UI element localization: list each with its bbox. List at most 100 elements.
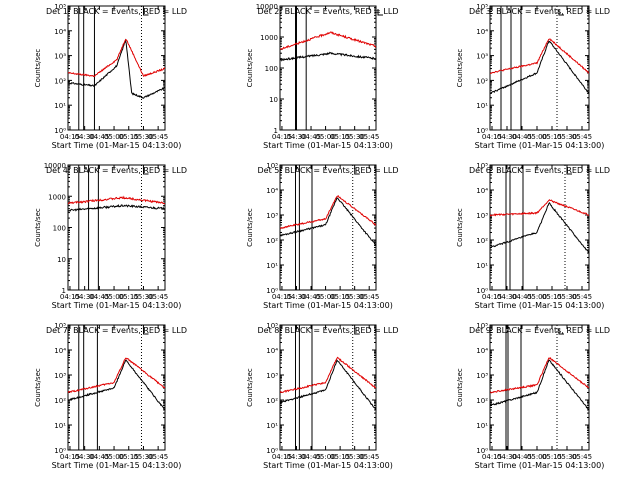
- y-tick-label: 10¹: [266, 262, 278, 270]
- y-tick-label: 10⁰: [476, 447, 488, 455]
- y-tick-label: 10²: [54, 77, 66, 85]
- series-line-lld: [490, 38, 589, 74]
- panel-title: Det 7: BLACK = Events, RED = LLD: [46, 326, 187, 335]
- y-tick-label: 10³: [266, 212, 278, 220]
- x-tick-label: 04:45: [301, 453, 321, 461]
- x-tick-label: 04:45: [512, 453, 532, 461]
- y-tick-label: 10³: [54, 53, 66, 61]
- y-tick-label: 100: [265, 65, 278, 73]
- panel-det-6: Det 6: BLACK = Events, RED = LLD 10⁰ 10¹ 10…: [456, 162, 610, 310]
- y-axis-label: Counts/sec: [246, 368, 254, 407]
- y-axis-label: Counts/sec: [246, 208, 254, 247]
- panel-title: Det 4: BLACK = Events, RED = LLD: [46, 166, 187, 175]
- y-tick-label: 10⁰: [266, 447, 278, 455]
- x-tick-label: 04:15: [482, 133, 502, 141]
- plot-frame: [67, 5, 166, 131]
- x-tick-label: 05:45: [359, 453, 379, 461]
- y-tick-label: 10⁵: [476, 3, 488, 11]
- series-group: [490, 38, 589, 95]
- x-tick-label: 05:45: [148, 133, 168, 141]
- y-tick-label: 10⁴: [54, 28, 66, 36]
- y-axis-label: Counts/sec: [246, 49, 254, 88]
- panel-det-8: Det 8: BLACK = Events, RED = LLD 10⁰ 10¹ 10…: [246, 322, 398, 470]
- x-tick-label: 04:15: [60, 293, 80, 301]
- x-tick-label: 05:30: [345, 453, 365, 461]
- x-tick-label: 05:15: [542, 453, 562, 461]
- x-tick-label: 04:15: [482, 293, 502, 301]
- y-axis-label: Counts/sec: [456, 208, 464, 247]
- plot-frame: [279, 324, 377, 451]
- y-axis-label: Counts/sec: [34, 368, 42, 407]
- x-tick-label: 04:45: [512, 133, 532, 141]
- panel-det-9: Det 9: BLACK = Events, RED = LLD 10⁰ 10¹ 10…: [456, 322, 610, 470]
- marker-bracket: [354, 328, 360, 335]
- marker-bracket: [558, 9, 564, 16]
- x-axis-label: Start Time (01-Mar-15 04:13:00): [475, 141, 605, 150]
- y-tick-label: 10³: [476, 53, 488, 61]
- x-tick-label: 04:30: [286, 293, 306, 301]
- plot-frame: [279, 164, 377, 291]
- x-tick-label: 04:45: [89, 293, 109, 301]
- x-tick-label: 04:15: [60, 133, 80, 141]
- plot-frame: [67, 324, 166, 451]
- panel-title: Det 1: BLACK = Events, RED = LLD: [46, 7, 187, 16]
- x-tick-label: 04:30: [497, 453, 517, 461]
- x-tick-label: 04:30: [286, 453, 306, 461]
- y-tick-label: 10¹: [476, 102, 488, 110]
- x-axis-label: Start Time (01-Mar-15 04:13:00): [263, 141, 393, 150]
- x-tick-label: 05:15: [330, 293, 350, 301]
- x-tick-label: 05:30: [557, 293, 577, 301]
- y-tick-label: 1000: [260, 34, 278, 42]
- y-tick-label: 10³: [476, 372, 488, 380]
- y-tick-label: 10¹: [476, 262, 488, 270]
- panel-title: Det 5: BLACK = Events, RED = LLD: [258, 166, 399, 175]
- panel-title: Det 8: BLACK = Events, RED = LLD: [258, 326, 399, 335]
- x-tick-label: 05:15: [542, 293, 562, 301]
- y-tick-label: 10²: [476, 237, 488, 245]
- y-tick-label: 10²: [476, 397, 488, 405]
- series-line-events: [68, 359, 165, 410]
- y-tick-label: 10000: [256, 3, 278, 11]
- y-tick-label: 10²: [54, 397, 66, 405]
- plot-frame: [489, 164, 590, 291]
- x-tick-label: 04:15: [272, 133, 292, 141]
- y-tick-label: 10⁰: [476, 127, 488, 135]
- y-tick-label: 1: [274, 127, 278, 135]
- y-axis-label: Counts/sec: [456, 49, 464, 88]
- panel-title: Det 3: BLACK = Events, RED = LLD: [469, 7, 610, 16]
- y-tick-label: 10⁰: [266, 287, 278, 295]
- y-tick-label: 10¹: [54, 422, 66, 430]
- series-line-lld: [68, 38, 165, 78]
- x-tick-label: 05:30: [133, 133, 153, 141]
- y-tick-label: 10⁵: [54, 322, 66, 330]
- panel-det-4: Det 4: BLACK = Events, RED = LLD 1 10 100 10…: [34, 162, 187, 310]
- series-line-events: [280, 51, 376, 62]
- y-tick-label: 10²: [476, 77, 488, 85]
- panel-det-1: Det 1: BLACK = Events, RED = LLD 10⁰ 10¹ 10…: [34, 3, 187, 150]
- marker-bracket: [558, 328, 564, 335]
- y-tick-label: 1000: [48, 193, 66, 201]
- series-group: [280, 31, 376, 62]
- x-tick-label: 05:30: [345, 293, 365, 301]
- y-tick-label: 10⁵: [54, 3, 66, 11]
- y-tick-label: 10¹: [266, 422, 278, 430]
- x-tick-label: 05:15: [119, 453, 139, 461]
- x-tick-label: 04:15: [60, 453, 80, 461]
- series-line-lld: [280, 31, 376, 51]
- y-tick-label: 10: [269, 96, 278, 104]
- y-tick-label: 10000: [44, 162, 66, 170]
- plot-frame: [67, 164, 166, 291]
- y-tick-label: 10⁴: [266, 187, 278, 195]
- x-tick-label: 05:00: [527, 133, 547, 141]
- x-tick-label: 04:45: [301, 293, 321, 301]
- series-line-events: [280, 359, 376, 411]
- marker-bracket: [377, 9, 383, 16]
- x-tick-label: 04:45: [89, 453, 109, 461]
- x-tick-label: 05:30: [557, 453, 577, 461]
- marker-bracket: [354, 168, 360, 175]
- y-tick-label: 10⁰: [54, 447, 66, 455]
- x-tick-label: 05:15: [119, 293, 139, 301]
- marker-bracket: [142, 328, 149, 335]
- series-line-lld: [68, 357, 165, 394]
- x-tick-label: 05:30: [345, 133, 365, 141]
